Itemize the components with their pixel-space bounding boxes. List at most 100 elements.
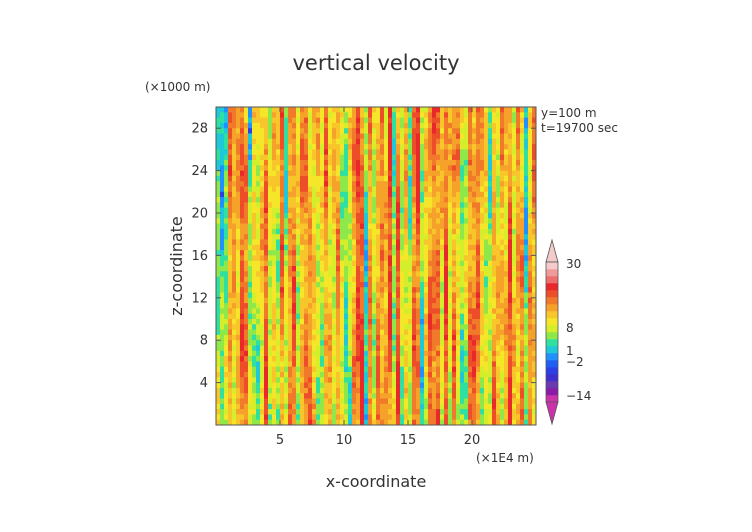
field-cell — [492, 154, 497, 161]
field-cell — [260, 308, 265, 315]
field-cell — [532, 255, 537, 262]
field-cell — [524, 382, 529, 389]
field-cell — [376, 191, 381, 198]
field-cell — [452, 361, 457, 368]
field-cell — [440, 107, 445, 113]
field-cell — [420, 197, 425, 203]
field-cell — [268, 144, 273, 150]
field-cell — [332, 281, 337, 288]
field-cell — [276, 409, 281, 415]
field-cell — [420, 350, 425, 357]
field-cell — [440, 207, 445, 214]
field-cell — [460, 170, 465, 177]
field-cell — [356, 372, 361, 378]
field-cell — [216, 175, 221, 182]
field-cell — [320, 154, 325, 161]
field-cell — [396, 340, 401, 346]
field-cell — [236, 160, 241, 166]
field-cell — [416, 266, 421, 272]
field-cell — [392, 149, 397, 156]
field-cell — [464, 207, 469, 214]
field-cell — [456, 112, 461, 118]
field-cell — [468, 377, 473, 383]
field-cell — [320, 403, 325, 410]
field-cell — [276, 154, 281, 161]
field-cell — [236, 366, 241, 373]
field-cell — [268, 170, 273, 177]
field-cell — [224, 356, 229, 362]
field-cell — [356, 345, 361, 352]
colorbar-level — [546, 346, 558, 354]
field-cell — [528, 340, 533, 346]
field-cell — [324, 223, 329, 230]
field-cell — [332, 223, 337, 230]
field-cell — [392, 345, 397, 352]
field-cell — [528, 228, 533, 235]
field-cell — [320, 297, 325, 304]
field-cell — [444, 319, 449, 325]
field-cell — [368, 350, 373, 357]
field-cell — [468, 324, 473, 330]
field-cell — [468, 393, 473, 399]
field-cell — [236, 144, 241, 150]
field-cell — [240, 170, 245, 177]
field-cell — [392, 292, 397, 299]
field-cell — [236, 207, 241, 214]
field-cell — [324, 281, 329, 288]
field-cell — [296, 281, 301, 288]
field-cell — [316, 377, 321, 383]
field-cell — [476, 144, 481, 150]
field-cell — [456, 128, 461, 134]
field-cell — [240, 228, 245, 235]
field-cell — [372, 170, 377, 177]
field-cell — [476, 250, 481, 256]
field-cell — [288, 271, 293, 277]
field-cell — [468, 165, 473, 171]
field-cell — [432, 197, 437, 203]
field-cell — [216, 350, 221, 357]
field-cell — [292, 276, 297, 283]
field-cell — [272, 175, 277, 182]
chart-title: vertical velocity — [292, 51, 459, 75]
field-cell — [352, 377, 357, 383]
field-cell — [272, 244, 277, 251]
field-cell — [256, 308, 261, 315]
field-cell — [268, 149, 273, 156]
field-cell — [504, 117, 509, 124]
field-cell — [340, 149, 345, 156]
field-cell — [360, 329, 365, 336]
field-cell — [476, 160, 481, 166]
field-cell — [332, 250, 337, 256]
field-cell — [468, 308, 473, 315]
field-cell — [284, 250, 289, 256]
field-cell — [388, 393, 393, 399]
field-cell — [336, 170, 341, 177]
field-cell — [332, 398, 337, 405]
field-cell — [460, 350, 465, 357]
field-cell — [376, 223, 381, 230]
field-cell — [396, 138, 401, 145]
field-cell — [244, 303, 249, 309]
field-cell — [364, 218, 369, 224]
field-cell — [504, 202, 509, 209]
field-cell — [260, 128, 265, 134]
field-cell — [456, 260, 461, 267]
field-cell — [360, 414, 365, 421]
field-cell — [296, 197, 301, 203]
field-cell — [480, 239, 485, 246]
field-cell — [368, 181, 373, 187]
field-cell — [320, 218, 325, 224]
field-cell — [292, 107, 297, 113]
field-cell — [324, 403, 329, 410]
field-cell — [240, 122, 245, 129]
field-cell — [504, 382, 509, 389]
field-cell — [260, 170, 265, 177]
field-cell — [368, 149, 373, 156]
x-axis-ticks: 5 10 15 20 — [276, 107, 480, 448]
field-cell — [480, 266, 485, 272]
field-cell — [244, 372, 249, 378]
field-cell — [520, 329, 525, 336]
field-cell — [308, 228, 313, 235]
field-cell — [408, 361, 413, 368]
field-cell — [276, 345, 281, 352]
